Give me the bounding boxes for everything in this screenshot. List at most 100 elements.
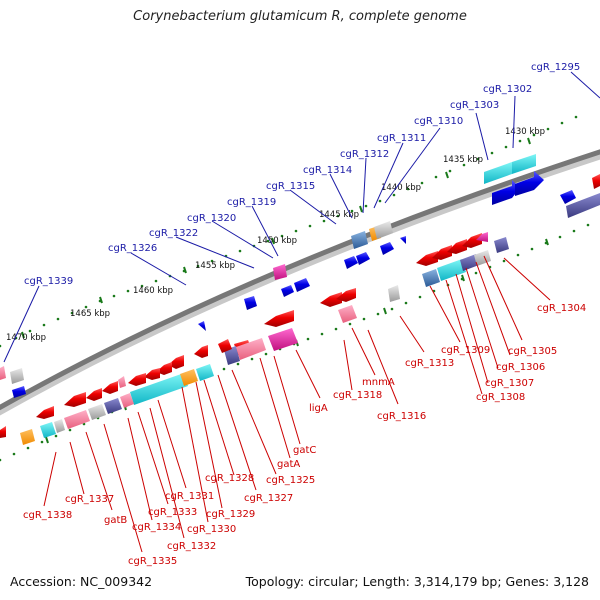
genome-title: Corynebacterium glutamicum R, complete g… <box>133 9 467 24</box>
forward-gene <box>484 162 512 184</box>
scale-label: 1460 kbp <box>133 286 173 296</box>
gene-label[interactable]: gatB <box>104 515 127 526</box>
gene-label[interactable]: cgR_1310 <box>414 116 463 127</box>
gene-label[interactable]: gatA <box>277 459 300 470</box>
gene-label[interactable]: cgR_1337 <box>65 494 114 505</box>
scale-label: 1440 kbp <box>381 183 421 193</box>
scale-label: 1470 kbp <box>6 333 46 343</box>
scale-label: 1435 kbp <box>443 155 483 165</box>
reverse-gene <box>36 406 54 419</box>
gene-label[interactable]: cgR_1322 <box>149 228 198 239</box>
gene-label[interactable]: cgR_1306 <box>496 362 545 373</box>
forward-gene <box>12 386 26 398</box>
forward-labels: cgR_1295 cgR_1302 cgR_1303 cgR_1310 cgR_… <box>24 62 580 287</box>
gene-label[interactable]: cgR_1315 <box>266 181 315 192</box>
gene-label[interactable]: cgR_1295 <box>531 62 580 73</box>
reverse-gene <box>118 376 126 388</box>
reverse-gene <box>194 345 208 358</box>
forward-gene <box>294 278 310 292</box>
forward-gene <box>592 174 600 189</box>
gene-label[interactable]: cgR_1327 <box>244 493 293 504</box>
reverse-gene <box>40 422 56 438</box>
gene-label[interactable]: cgR_1314 <box>303 165 352 176</box>
reverse-gene <box>476 232 488 242</box>
reverse-gene <box>462 233 482 248</box>
reverse-gene <box>336 288 356 302</box>
gene-label[interactable]: cgR_1305 <box>508 346 557 357</box>
gene-label[interactable]: cgR_1339 <box>24 276 73 287</box>
reverse-gene <box>422 269 440 287</box>
gene-label[interactable]: cgR_1308 <box>476 392 525 403</box>
gene-label[interactable]: mnmA <box>362 377 395 388</box>
gene-label[interactable]: cgR_1304 <box>537 303 586 314</box>
scale-label: 1450 kbp <box>257 236 297 246</box>
gene-label[interactable]: cgR_1332 <box>167 541 216 552</box>
reverse-gene <box>460 254 479 271</box>
scale-labels: 1430 kbp 1435 kbp 1440 kbp 1445 kbp 1450… <box>6 127 545 343</box>
gene-label[interactable]: cgR_1312 <box>340 149 389 160</box>
reverse-gene <box>224 346 240 365</box>
gene-label[interactable]: cgR_1303 <box>450 100 499 111</box>
forward-gene <box>374 221 393 239</box>
gene-label[interactable]: cgR_1333 <box>148 507 197 518</box>
reverse-genes <box>0 232 509 445</box>
reverse-gene <box>128 373 146 386</box>
gene-label[interactable]: cgR_1307 <box>485 378 534 389</box>
reverse-gene <box>120 393 134 408</box>
outer-major-ticks <box>21 137 531 339</box>
reverse-gene <box>130 373 188 405</box>
forward-gene <box>380 242 394 255</box>
reverse-gene <box>20 429 35 445</box>
reverse-gene <box>264 310 294 327</box>
gene-label[interactable]: cgR_1309 <box>441 345 490 356</box>
gene-label[interactable]: cgR_1329 <box>206 509 255 520</box>
gene-label[interactable]: cgR_1326 <box>108 243 157 254</box>
reverse-gene <box>64 410 90 429</box>
forward-gene <box>0 366 6 380</box>
reverse-gene <box>268 328 298 351</box>
reverse-gene <box>54 419 65 433</box>
accession-text: Accession: NC_009342 <box>10 574 153 589</box>
gene-label[interactable]: cgR_1316 <box>377 411 426 422</box>
gene-label[interactable]: cgR_1320 <box>187 213 236 224</box>
gene-label[interactable]: ligA <box>309 403 328 414</box>
gene-label[interactable]: cgR_1318 <box>333 390 382 401</box>
scale-label: 1430 kbp <box>505 127 545 137</box>
reverse-gene <box>494 237 509 253</box>
gene-label[interactable]: cgR_1313 <box>405 358 454 369</box>
forward-gene <box>400 236 406 244</box>
forward-gene <box>351 231 368 249</box>
reverse-gene <box>104 398 122 414</box>
gene-label[interactable]: cgR_1302 <box>483 84 532 95</box>
forward-gene <box>356 252 370 265</box>
gene-label[interactable]: cgR_1328 <box>205 473 254 484</box>
reverse-gene <box>0 426 6 438</box>
gene-label[interactable]: cgR_1331 <box>165 491 214 502</box>
gene-label[interactable]: cgR_1338 <box>23 510 72 521</box>
reverse-gene <box>338 305 357 323</box>
gene-label[interactable]: cgR_1311 <box>377 133 426 144</box>
reverse-gene <box>320 292 342 307</box>
reverse-gene <box>88 404 106 420</box>
scale-label: 1465 kbp <box>70 309 110 319</box>
gene-label[interactable]: cgR_1334 <box>132 522 181 533</box>
reverse-gene <box>437 259 466 281</box>
forward-gene <box>10 368 24 384</box>
gene-label[interactable]: cgR_1335 <box>128 556 177 567</box>
scale-label: 1445 kbp <box>319 210 359 220</box>
forward-genes <box>0 154 600 398</box>
forward-gene <box>198 321 206 331</box>
reverse-gene <box>236 338 266 360</box>
gene-label[interactable]: cgR_1330 <box>187 524 236 535</box>
reverse-gene <box>102 381 118 394</box>
forward-gene <box>512 154 536 174</box>
reverse-gene <box>180 369 198 386</box>
gene-label[interactable]: cgR_1325 <box>266 475 315 486</box>
gene-label[interactable]: gatC <box>293 445 316 456</box>
gene-label[interactable]: cgR_1319 <box>227 197 276 208</box>
reverse-gene <box>432 245 452 260</box>
reverse-labels: cgR_1304 cgR_1305 cgR_1306 cgR_1307 cgR_… <box>23 303 586 567</box>
scale-label: 1455 kbp <box>195 261 235 271</box>
forward-gene <box>515 171 544 196</box>
